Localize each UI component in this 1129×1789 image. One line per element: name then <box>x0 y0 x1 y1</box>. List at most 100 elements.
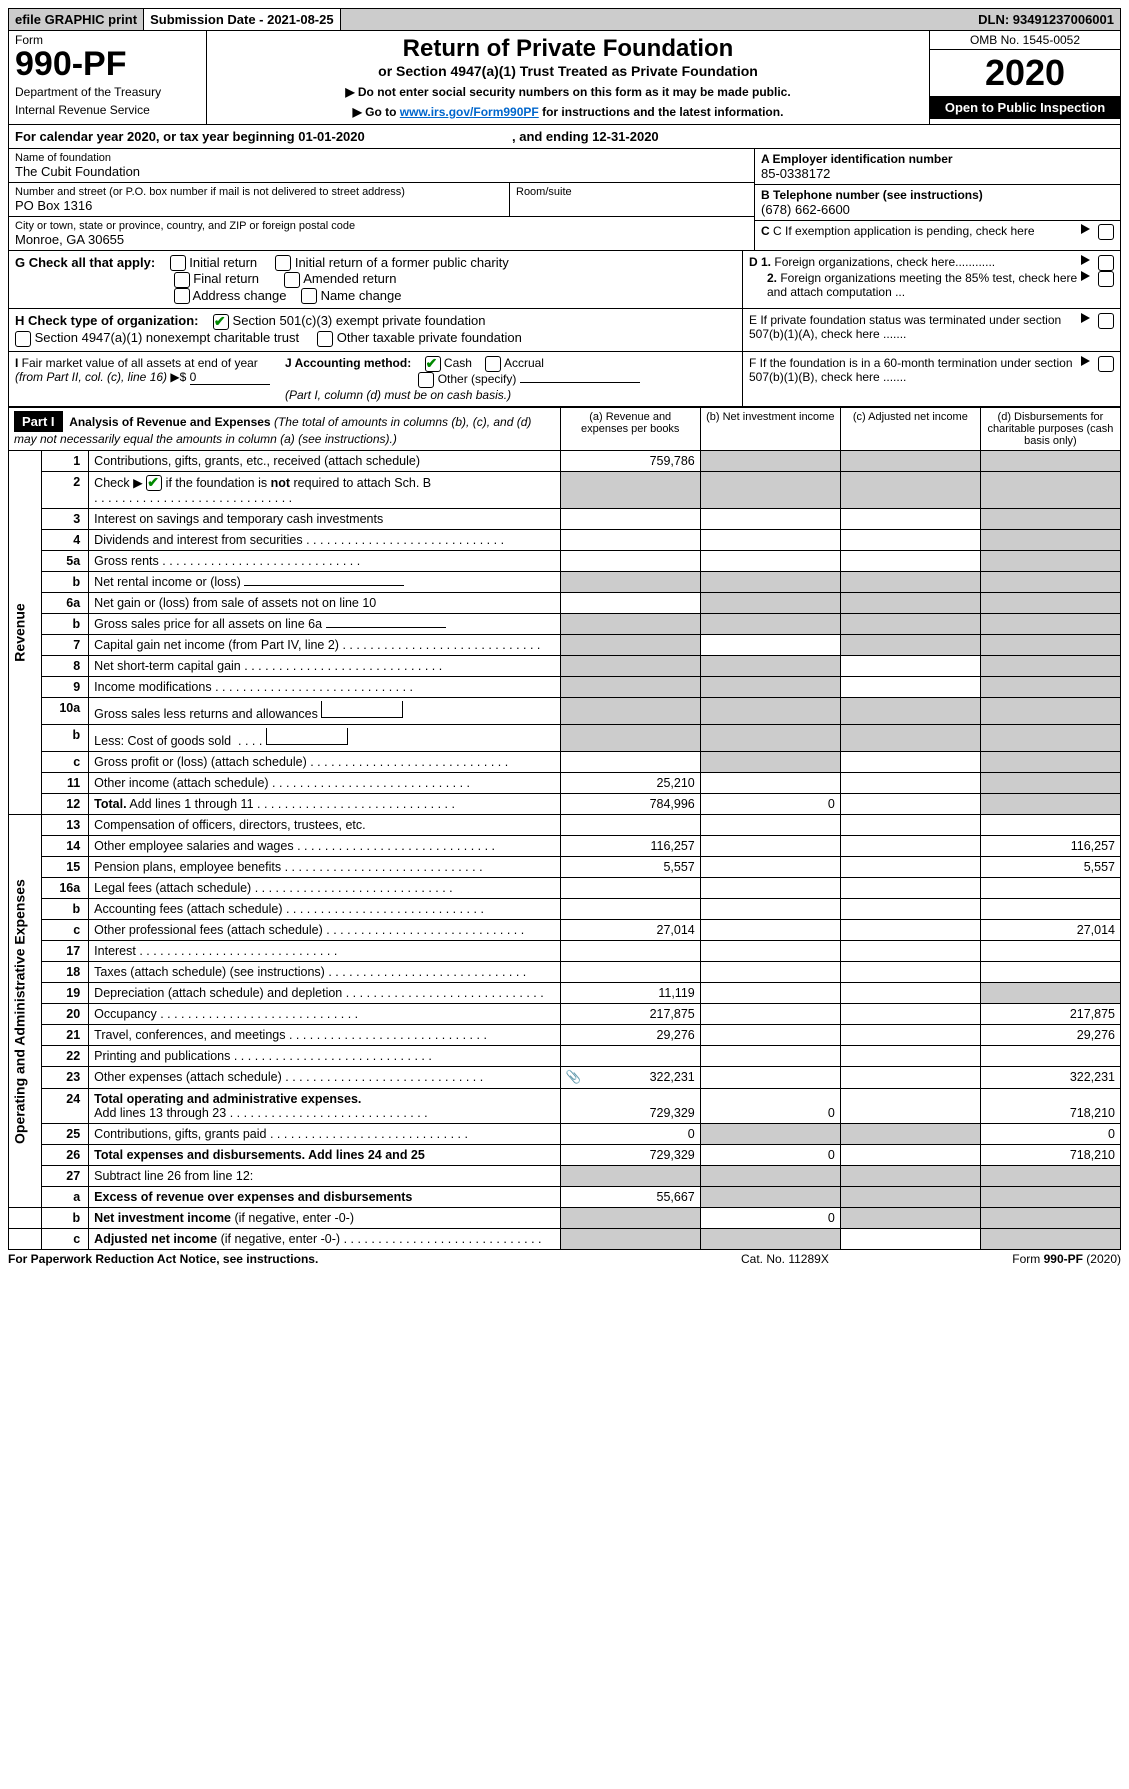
l16b-desc: Accounting fees (attach schedule) <box>89 899 561 920</box>
other-method-checkbox[interactable] <box>418 372 434 388</box>
l9-desc: Income modifications <box>89 677 561 698</box>
arrow-icon <box>1081 313 1098 323</box>
foundation-name: The Cubit Foundation <box>15 164 748 179</box>
line-num: 4 <box>42 530 89 551</box>
city-label: City or town, state or province, country… <box>15 220 748 232</box>
l7-desc: Capital gain net income (from Part IV, l… <box>89 635 561 656</box>
phone-cell: B Telephone number (see instructions) (6… <box>755 185 1120 221</box>
ein-cell: A Employer identification number 85-0338… <box>755 149 1120 185</box>
l12-a: 784,996 <box>560 794 700 815</box>
addr: PO Box 1316 <box>15 198 748 213</box>
line-num: 11 <box>42 773 89 794</box>
l12-desc: Total. Add lines 1 through 11 <box>89 794 561 815</box>
l6a-desc: Net gain or (loss) from sale of assets n… <box>89 593 561 614</box>
address-change-checkbox[interactable] <box>174 288 190 304</box>
part1-label: Part I <box>14 411 63 432</box>
501c3-checkbox[interactable] <box>213 314 229 330</box>
l16c-d: 27,014 <box>980 920 1120 941</box>
initial-former-checkbox[interactable] <box>275 255 291 271</box>
l5b-desc: Net rental income or (loss) <box>89 572 561 593</box>
cal-begin: 01-01-2020 <box>298 129 365 144</box>
form-subtitle: or Section 4947(a)(1) Trust Treated as P… <box>217 63 919 79</box>
l23-desc: Other expenses (attach schedule) <box>89 1067 561 1089</box>
l11-a: 25,210 <box>560 773 700 794</box>
line-num: 20 <box>42 1004 89 1025</box>
f-checkbox[interactable] <box>1098 356 1114 372</box>
l20-desc: Occupancy <box>89 1004 561 1025</box>
cash-checkbox[interactable] <box>425 356 441 372</box>
l27b-b: 0 <box>700 1208 840 1229</box>
cal-end: 12-31-2020 <box>592 129 659 144</box>
c-checkbox[interactable] <box>1098 224 1114 240</box>
line-num: c <box>42 920 89 941</box>
l24-desc: Total operating and administrative expen… <box>89 1089 561 1124</box>
d2-text: 2. Foreign organizations meeting the 85%… <box>767 271 1081 299</box>
l8-desc: Net short-term capital gain <box>89 656 561 677</box>
h-opt3: Other taxable private foundation <box>337 330 522 345</box>
efile-label: efile GRAPHIC print <box>9 9 144 30</box>
g-opt-2: Final return <box>193 271 259 286</box>
l23-a: 📎322,231 <box>560 1067 700 1089</box>
d1-checkbox[interactable] <box>1098 255 1114 271</box>
grey <box>700 450 840 471</box>
l26-a: 729,329 <box>560 1145 700 1166</box>
4947-checkbox[interactable] <box>15 331 31 347</box>
line-num: 19 <box>42 983 89 1004</box>
line-num: 15 <box>42 857 89 878</box>
line-num: 3 <box>42 509 89 530</box>
other-taxable-checkbox[interactable] <box>317 331 333 347</box>
initial-return-checkbox[interactable] <box>170 255 186 271</box>
arrow-icon <box>1081 224 1098 234</box>
header-left: Form 990-PF Department of the Treasury I… <box>9 31 207 124</box>
sch-b-checkbox[interactable] <box>146 475 162 491</box>
l11-desc: Other income (attach schedule) <box>89 773 561 794</box>
tax-year: 2020 <box>930 50 1120 96</box>
instr-link-row: ▶ Go to www.irs.gov/Form990PF for instru… <box>217 105 919 119</box>
line-num: 2 <box>42 471 89 509</box>
col-c-header: (c) Adjusted net income <box>840 407 980 450</box>
l10a-desc: Gross sales less returns and allowances <box>89 698 561 725</box>
arrow-icon <box>1081 271 1098 281</box>
col-b-header: (b) Net investment income <box>700 407 840 450</box>
h-opt2: Section 4947(a)(1) nonexempt charitable … <box>35 330 299 345</box>
l26-d: 718,210 <box>980 1145 1120 1166</box>
line-num: c <box>42 752 89 773</box>
line-num: b <box>42 572 89 593</box>
section-ij-row: I Fair market value of all assets at end… <box>8 352 1121 407</box>
g-label: G Check all that apply: <box>15 255 155 270</box>
d2-checkbox[interactable] <box>1098 271 1114 287</box>
l25-d: 0 <box>980 1124 1120 1145</box>
g-opt-4: Address change <box>193 288 287 303</box>
part1-title: Analysis of Revenue and Expenses <box>69 415 270 429</box>
part1-table: Part I Analysis of Revenue and Expenses … <box>8 407 1121 1251</box>
g-opt-3: Amended return <box>303 271 396 286</box>
l2-pre: Check ▶ <box>94 476 143 490</box>
phone-label: B Telephone number (see instructions) <box>761 188 1114 202</box>
line-num: 6a <box>42 593 89 614</box>
d1-text: Foreign organizations, check here.......… <box>774 255 995 269</box>
line-num: 16a <box>42 878 89 899</box>
e-checkbox[interactable] <box>1098 313 1114 329</box>
amended-return-checkbox[interactable] <box>284 272 300 288</box>
form-number: 990-PF <box>15 47 200 81</box>
col-d-header: (d) Disbursements for charitable purpose… <box>980 407 1120 450</box>
j-label: J Accounting method: <box>285 356 411 370</box>
j-note: (Part I, column (d) must be on cash basi… <box>285 388 511 402</box>
calendar-year-row: For calendar year 2020, or tax year begi… <box>8 125 1121 149</box>
open-public-badge: Open to Public Inspection <box>930 96 1120 119</box>
cal-mid: , and ending <box>512 129 592 144</box>
city-cell: City or town, state or province, country… <box>9 217 754 250</box>
final-return-checkbox[interactable] <box>174 272 190 288</box>
name-change-checkbox[interactable] <box>301 288 317 304</box>
footer: For Paperwork Reduction Act Notice, see … <box>8 1250 1121 1266</box>
footer-right: Form 990-PF (2020) <box>941 1252 1121 1266</box>
g-opt-5: Name change <box>321 288 402 303</box>
l27-desc: Subtract line 26 from line 12: <box>89 1166 561 1187</box>
dln: DLN: 93491237006001 <box>972 9 1120 30</box>
instructions-link[interactable]: www.irs.gov/Form990PF <box>400 105 539 119</box>
line-num: 9 <box>42 677 89 698</box>
l15-d: 5,557 <box>980 857 1120 878</box>
line-num: 5a <box>42 551 89 572</box>
accrual-checkbox[interactable] <box>485 356 501 372</box>
l2-desc: Check ▶ if the foundation is not require… <box>89 471 561 509</box>
